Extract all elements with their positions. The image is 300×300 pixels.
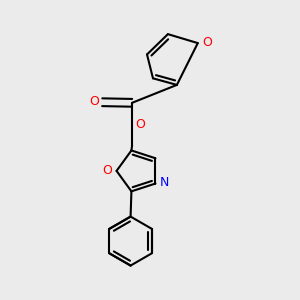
Text: O: O — [103, 164, 112, 177]
Text: N: N — [160, 176, 169, 189]
Text: O: O — [89, 95, 99, 108]
Text: O: O — [203, 36, 213, 49]
Text: O: O — [136, 118, 146, 131]
